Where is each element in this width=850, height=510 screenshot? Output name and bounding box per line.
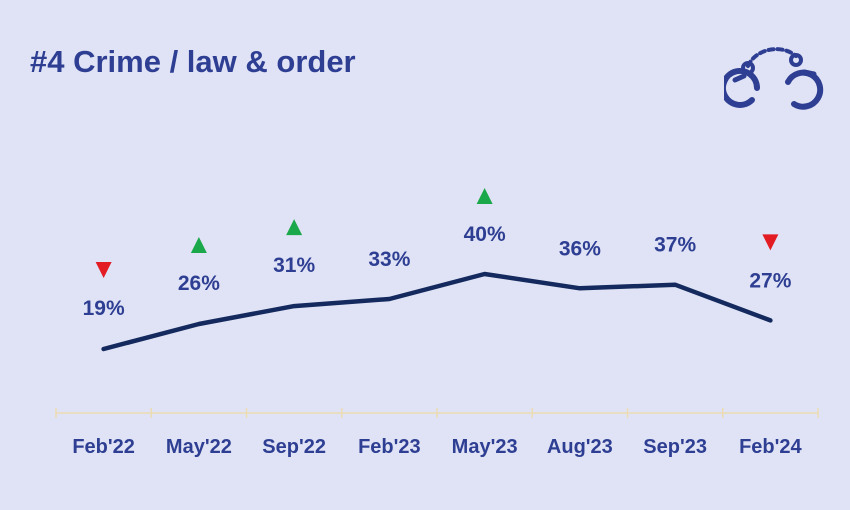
data-label: 37% (654, 234, 696, 257)
down-triangle-icon (762, 234, 779, 251)
x-tick-label: Feb'22 (72, 436, 135, 458)
data-label: 33% (368, 248, 410, 271)
data-label: 19% (83, 297, 125, 320)
data-label: 31% (273, 254, 315, 277)
x-tick-label: Feb'24 (739, 436, 802, 458)
down-triangle-icon (95, 262, 112, 278)
x-tick-label: Feb'23 (358, 436, 421, 458)
x-tick-label: May'23 (452, 436, 518, 458)
up-triangle-icon (286, 219, 303, 236)
up-triangle-icon (476, 188, 493, 204)
data-label: 40% (464, 223, 506, 246)
data-label: 36% (559, 237, 601, 260)
x-tick-label: Aug'23 (547, 436, 613, 458)
x-tick-label: Sep'23 (643, 436, 707, 458)
series-line (101, 271, 773, 352)
data-label: 26% (178, 272, 220, 295)
data-label: 27% (749, 269, 791, 292)
handcuffs-icon (720, 38, 824, 118)
chart-title: #4 Crime / law & order (30, 44, 356, 79)
up-triangle-icon (190, 237, 207, 253)
x-tick-label: May'22 (166, 436, 232, 458)
x-tick-label: Sep'22 (262, 436, 326, 458)
